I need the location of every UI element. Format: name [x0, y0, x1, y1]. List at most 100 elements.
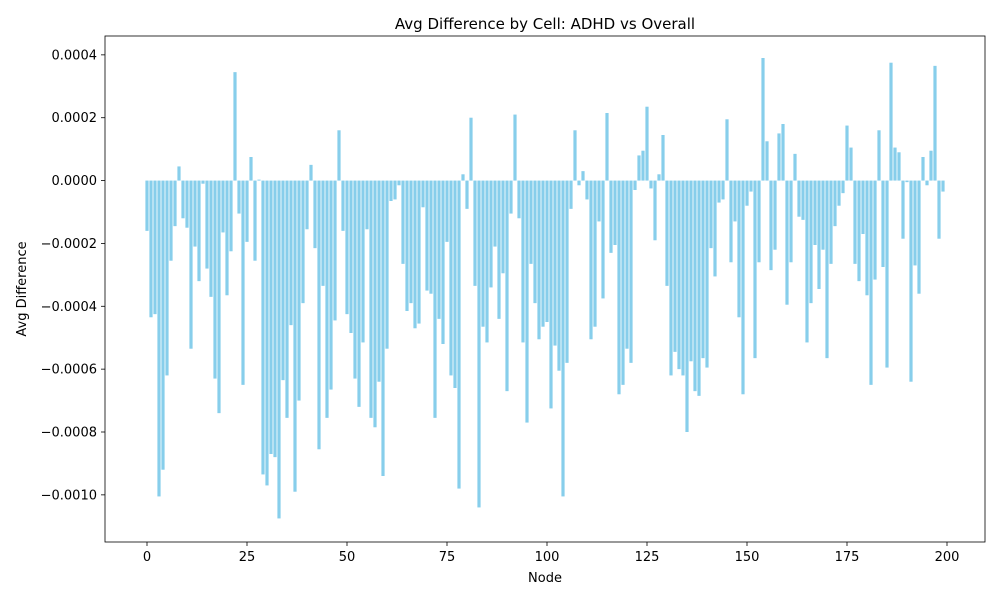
bar-node-25 [245, 180, 249, 242]
bar-node-184 [881, 180, 885, 267]
bar-node-123 [637, 155, 641, 181]
bar-node-83 [477, 180, 481, 508]
bar-node-57 [373, 180, 377, 428]
y-tick-label: 0.0002 [52, 111, 98, 126]
bar-node-66 [409, 180, 413, 304]
bar-node-97 [533, 180, 537, 304]
bar-node-52 [353, 180, 357, 379]
bar-node-22 [233, 72, 237, 181]
bar-node-112 [593, 180, 597, 327]
bar-node-154 [761, 58, 765, 181]
bar-node-119 [621, 180, 625, 385]
bar-node-53 [357, 180, 361, 407]
bar-node-135 [685, 180, 689, 432]
bar-node-65 [405, 180, 409, 311]
bar-node-198 [937, 180, 941, 239]
bar-node-80 [465, 180, 469, 209]
bar-node-160 [785, 180, 789, 305]
bar-node-49 [341, 180, 345, 231]
bar-node-175 [845, 125, 849, 181]
bar-node-181 [869, 180, 873, 385]
y-tick-label: −0.0010 [41, 488, 97, 503]
bar-node-31 [269, 180, 273, 454]
bar-node-168 [817, 180, 821, 289]
bar-node-145 [725, 119, 729, 181]
bar-node-103 [557, 180, 561, 371]
bar-node-144 [721, 180, 725, 200]
bar-node-36 [289, 180, 293, 326]
x-tick-label: 50 [339, 550, 356, 565]
bar-node-195 [925, 180, 929, 186]
bar-node-196 [929, 150, 933, 181]
bar-node-20 [225, 180, 229, 296]
x-tick-label: 75 [439, 550, 456, 565]
bar-node-153 [757, 180, 761, 263]
x-axis-label: Node [528, 571, 562, 586]
bar-node-26 [249, 157, 253, 181]
bar-node-132 [673, 180, 677, 352]
bar-node-13 [197, 180, 201, 282]
bar-node-76 [449, 180, 453, 376]
bar-node-82 [473, 180, 477, 286]
bar-node-54 [361, 180, 365, 343]
bar-node-109 [581, 171, 585, 181]
bar-node-50 [345, 180, 349, 315]
bar-node-38 [297, 180, 301, 401]
bar-node-12 [193, 180, 197, 247]
bar-node-59 [381, 180, 385, 476]
bar-node-189 [901, 180, 905, 239]
bar-node-140 [705, 180, 709, 368]
chart-title: Avg Difference by Cell: ADHD vs Overall [395, 15, 695, 33]
bar-node-110 [585, 180, 589, 200]
bar-node-95 [525, 180, 529, 423]
bar-node-68 [417, 180, 421, 324]
bar-node-7 [173, 180, 177, 227]
bar-node-24 [241, 180, 245, 385]
bar-node-105 [565, 180, 569, 363]
bar-node-170 [825, 180, 829, 359]
bar-node-39 [301, 180, 305, 304]
bar-node-169 [821, 180, 825, 250]
bar-node-113 [597, 180, 601, 222]
bar-node-37 [293, 180, 297, 492]
x-tick-label: 150 [735, 550, 760, 565]
bar-node-120 [625, 180, 629, 349]
bar-node-128 [657, 174, 661, 181]
bar-node-33 [277, 180, 281, 519]
bar-node-111 [589, 180, 593, 340]
bar-node-163 [797, 180, 801, 217]
x-tick-label: 125 [635, 550, 660, 565]
bar-node-11 [189, 180, 193, 349]
bar-node-23 [237, 180, 241, 214]
bar-node-94 [521, 180, 525, 343]
bar-node-173 [837, 180, 841, 206]
bar-node-187 [893, 147, 897, 181]
y-tick-label: −0.0006 [41, 363, 97, 378]
bar-node-185 [885, 180, 889, 368]
bar-node-29 [261, 180, 265, 475]
bar-node-180 [865, 180, 869, 296]
bar-node-147 [733, 180, 737, 222]
bar-node-126 [649, 180, 653, 189]
bar-node-72 [433, 180, 437, 418]
bar-node-9 [181, 180, 185, 219]
bar-node-91 [509, 180, 513, 214]
bar-node-156 [769, 180, 773, 271]
bar-node-41 [309, 164, 313, 181]
bar-node-73 [437, 180, 441, 319]
bar-node-165 [805, 180, 809, 343]
x-tick-label: 100 [535, 550, 560, 565]
y-tick-label: 0.0000 [52, 174, 98, 189]
bar-node-164 [801, 180, 805, 220]
bar-node-157 [773, 180, 777, 250]
bar-node-167 [813, 180, 817, 245]
bar-node-114 [601, 180, 605, 299]
bar-node-87 [493, 180, 497, 247]
plot-frame [104, 35, 986, 543]
bar-node-32 [273, 180, 277, 458]
y-tick-label: −0.0002 [41, 237, 97, 252]
bar-node-42 [313, 180, 317, 249]
bar-node-194 [921, 157, 925, 181]
